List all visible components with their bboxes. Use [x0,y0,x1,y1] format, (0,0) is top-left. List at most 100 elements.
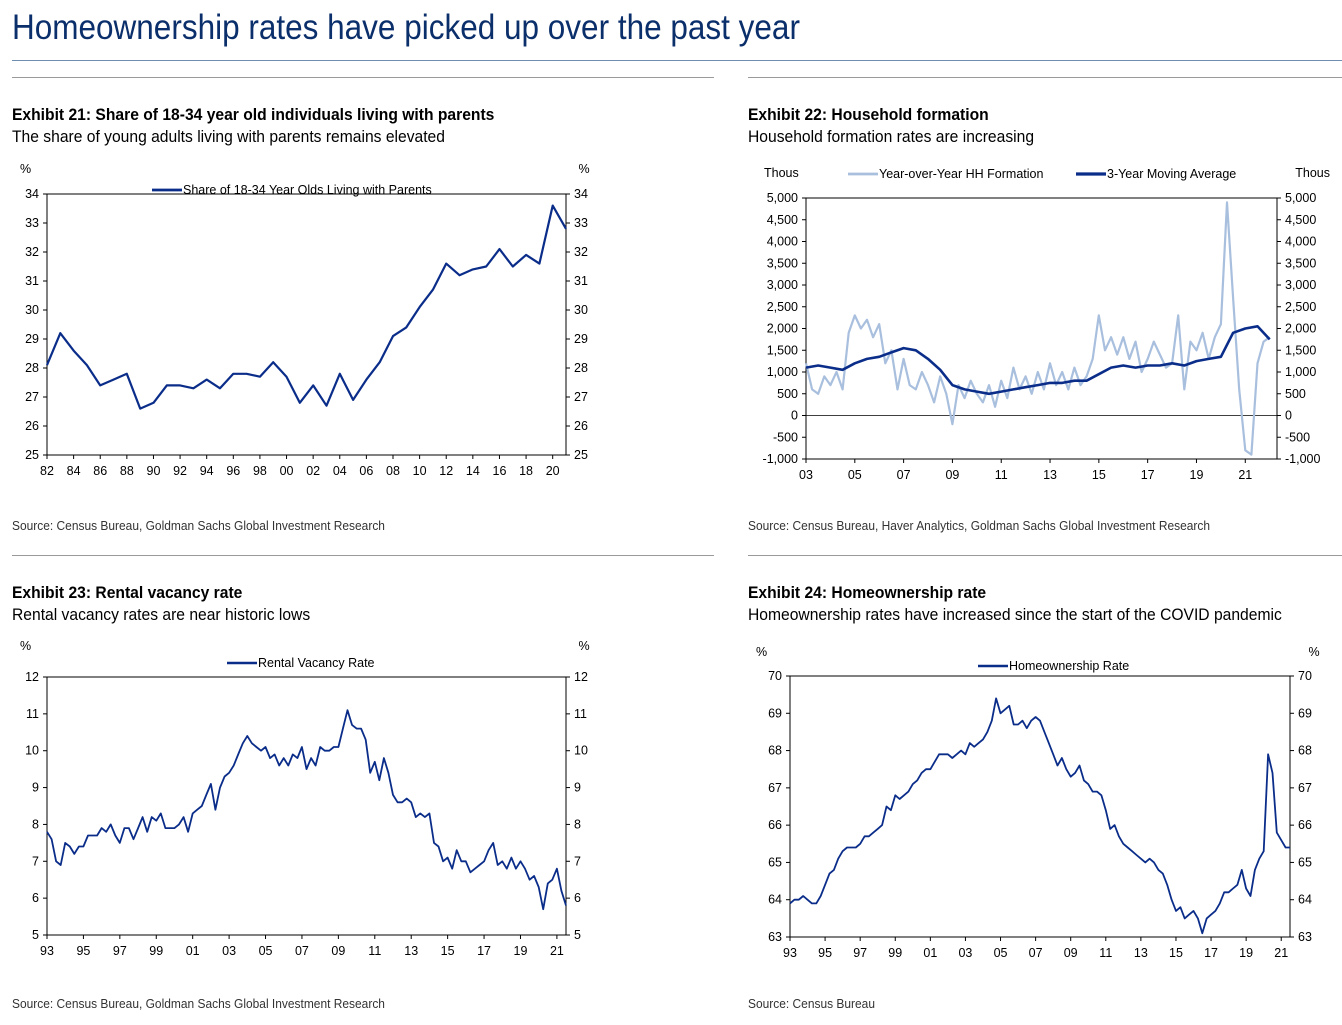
left-axis-unit: % [20,162,31,176]
x-tick-label: 92 [173,464,187,478]
y-tick-label-left: 68 [768,744,782,758]
y-tick-label-left: 25 [25,448,39,462]
x-tick-label: 02 [306,464,320,478]
y-tick-label-left: 1,500 [767,343,798,357]
y-tick-label-left: 34 [25,187,39,201]
y-tick-label-right: 69 [1298,706,1312,720]
x-tick-label: 97 [853,946,867,960]
x-tick-label: 15 [1169,946,1183,960]
y-tick-label-left: 8 [32,817,39,831]
y-tick-label-left: 1,000 [767,365,798,379]
x-tick-label: 17 [1141,468,1155,482]
x-tick-label: 04 [333,464,347,478]
y-tick-label-right: 64 [1298,893,1312,907]
x-tick-label: 00 [280,464,294,478]
series-line-0 [45,204,567,410]
x-tick-label: 98 [253,464,267,478]
y-tick-label-left: 2,500 [767,300,798,314]
exhibit-21-panel: Exhibit 21: Share of 18-34 year old indi… [12,77,714,547]
x-tick-label: 08 [386,464,400,478]
y-tick-label-right: 31 [574,274,588,288]
chart-household-formation: Thous Thous 5,000 5,000 4,500 4,500 4,000 4,000… [763,166,1330,482]
x-tick-label: 05 [259,944,273,958]
x-tick-label: 12 [439,464,453,478]
x-tick-label: 03 [222,944,236,958]
y-tick-label-left: 29 [25,332,39,346]
y-tick-label-left: 65 [768,855,782,869]
left-axis-unit: % [20,639,31,653]
y-tick-label-right: 25 [574,448,588,462]
y-tick-label-left: 64 [768,893,782,907]
left-axis-unit: % [756,645,767,659]
y-tick-label-left: 3,000 [767,278,798,292]
x-tick-label: 17 [477,944,491,958]
series-line-0 [804,201,1271,456]
y-tick-label-right: 67 [1298,781,1312,795]
exhibit-title: Exhibit 23: Rental vacancy rate [12,583,243,602]
x-tick-label: 82 [40,464,54,478]
y-tick-label-right: -500 [1285,430,1310,444]
x-tick-label: 14 [466,464,480,478]
y-tick-label-left: 5,000 [767,191,798,205]
x-tick-label: 15 [1092,468,1106,482]
plot-frame [789,675,1291,938]
y-tick-label-right: 34 [574,187,588,201]
right-axis-unit: Thous [1295,166,1330,180]
x-tick-label: 16 [493,464,507,478]
page-title: Homeownership rates have picked up over … [12,8,800,47]
plot-frame [46,193,567,456]
x-tick-label: 19 [1239,946,1253,960]
x-tick-label: 19 [1190,468,1204,482]
plot-frame [46,676,567,936]
x-tick-label: 20 [546,464,560,478]
left-axis-unit: Thous [764,166,799,180]
title-divider [12,60,1342,61]
y-tick-label-left: 5 [32,928,39,942]
y-tick-label-left: 33 [25,216,39,230]
right-axis-unit: % [578,162,589,176]
legend-label: 3-Year Moving Average [1107,167,1236,181]
y-tick-label-left: 3,500 [767,256,798,270]
exhibit-title: Exhibit 21: Share of 18-34 year old indi… [12,105,495,124]
legend-label: Year-over-Year HH Formation [879,167,1043,181]
x-tick-label: 97 [113,944,127,958]
y-tick-label-right: 7 [574,854,581,868]
x-tick-label: 84 [67,464,81,478]
x-tick-label: 15 [441,944,455,958]
x-tick-label: 09 [1064,946,1078,960]
x-tick-label: 11 [995,468,1008,482]
x-tick-label: 09 [945,468,959,482]
x-tick-label: 18 [519,464,533,478]
y-tick-label-right: 26 [574,419,588,433]
x-tick-label: 07 [295,944,309,958]
y-tick-label-left: 30 [25,303,39,317]
x-tick-label: 21 [550,944,564,958]
y-tick-label-left: 9 [32,781,39,795]
y-tick-label-right: 68 [1298,744,1312,758]
y-tick-label-left: 67 [768,781,782,795]
y-tick-label-left: 4,500 [767,213,798,227]
y-tick-label-right: 28 [574,361,588,375]
y-tick-label-left: 70 [768,669,782,683]
x-tick-label: 21 [1238,468,1252,482]
exhibit-23-panel: Exhibit 23: Rental vacancy rate Rental v… [12,555,714,1025]
x-tick-label: 99 [149,944,163,958]
x-tick-label: 07 [897,468,911,482]
x-tick-label: 11 [1099,946,1112,960]
y-tick-label-right: 1,000 [1285,365,1316,379]
y-tick-label-right: 3,000 [1285,278,1316,292]
y-tick-label-left: 27 [25,390,39,404]
y-tick-label-right: 33 [574,216,588,230]
y-tick-label-right: 5 [574,928,581,942]
y-tick-label-left: 66 [768,818,782,832]
panel-divider [12,555,714,556]
y-tick-label-left: 7 [32,854,39,868]
x-tick-label: 01 [923,946,937,960]
y-tick-label-left: 6 [32,891,39,905]
exhibit-22-panel: Exhibit 22: Household formation Househol… [748,77,1342,547]
x-tick-label: 93 [40,944,54,958]
y-tick-label-right: 70 [1298,669,1312,683]
y-tick-label-right: 65 [1298,855,1312,869]
y-tick-label-left: 26 [25,419,39,433]
